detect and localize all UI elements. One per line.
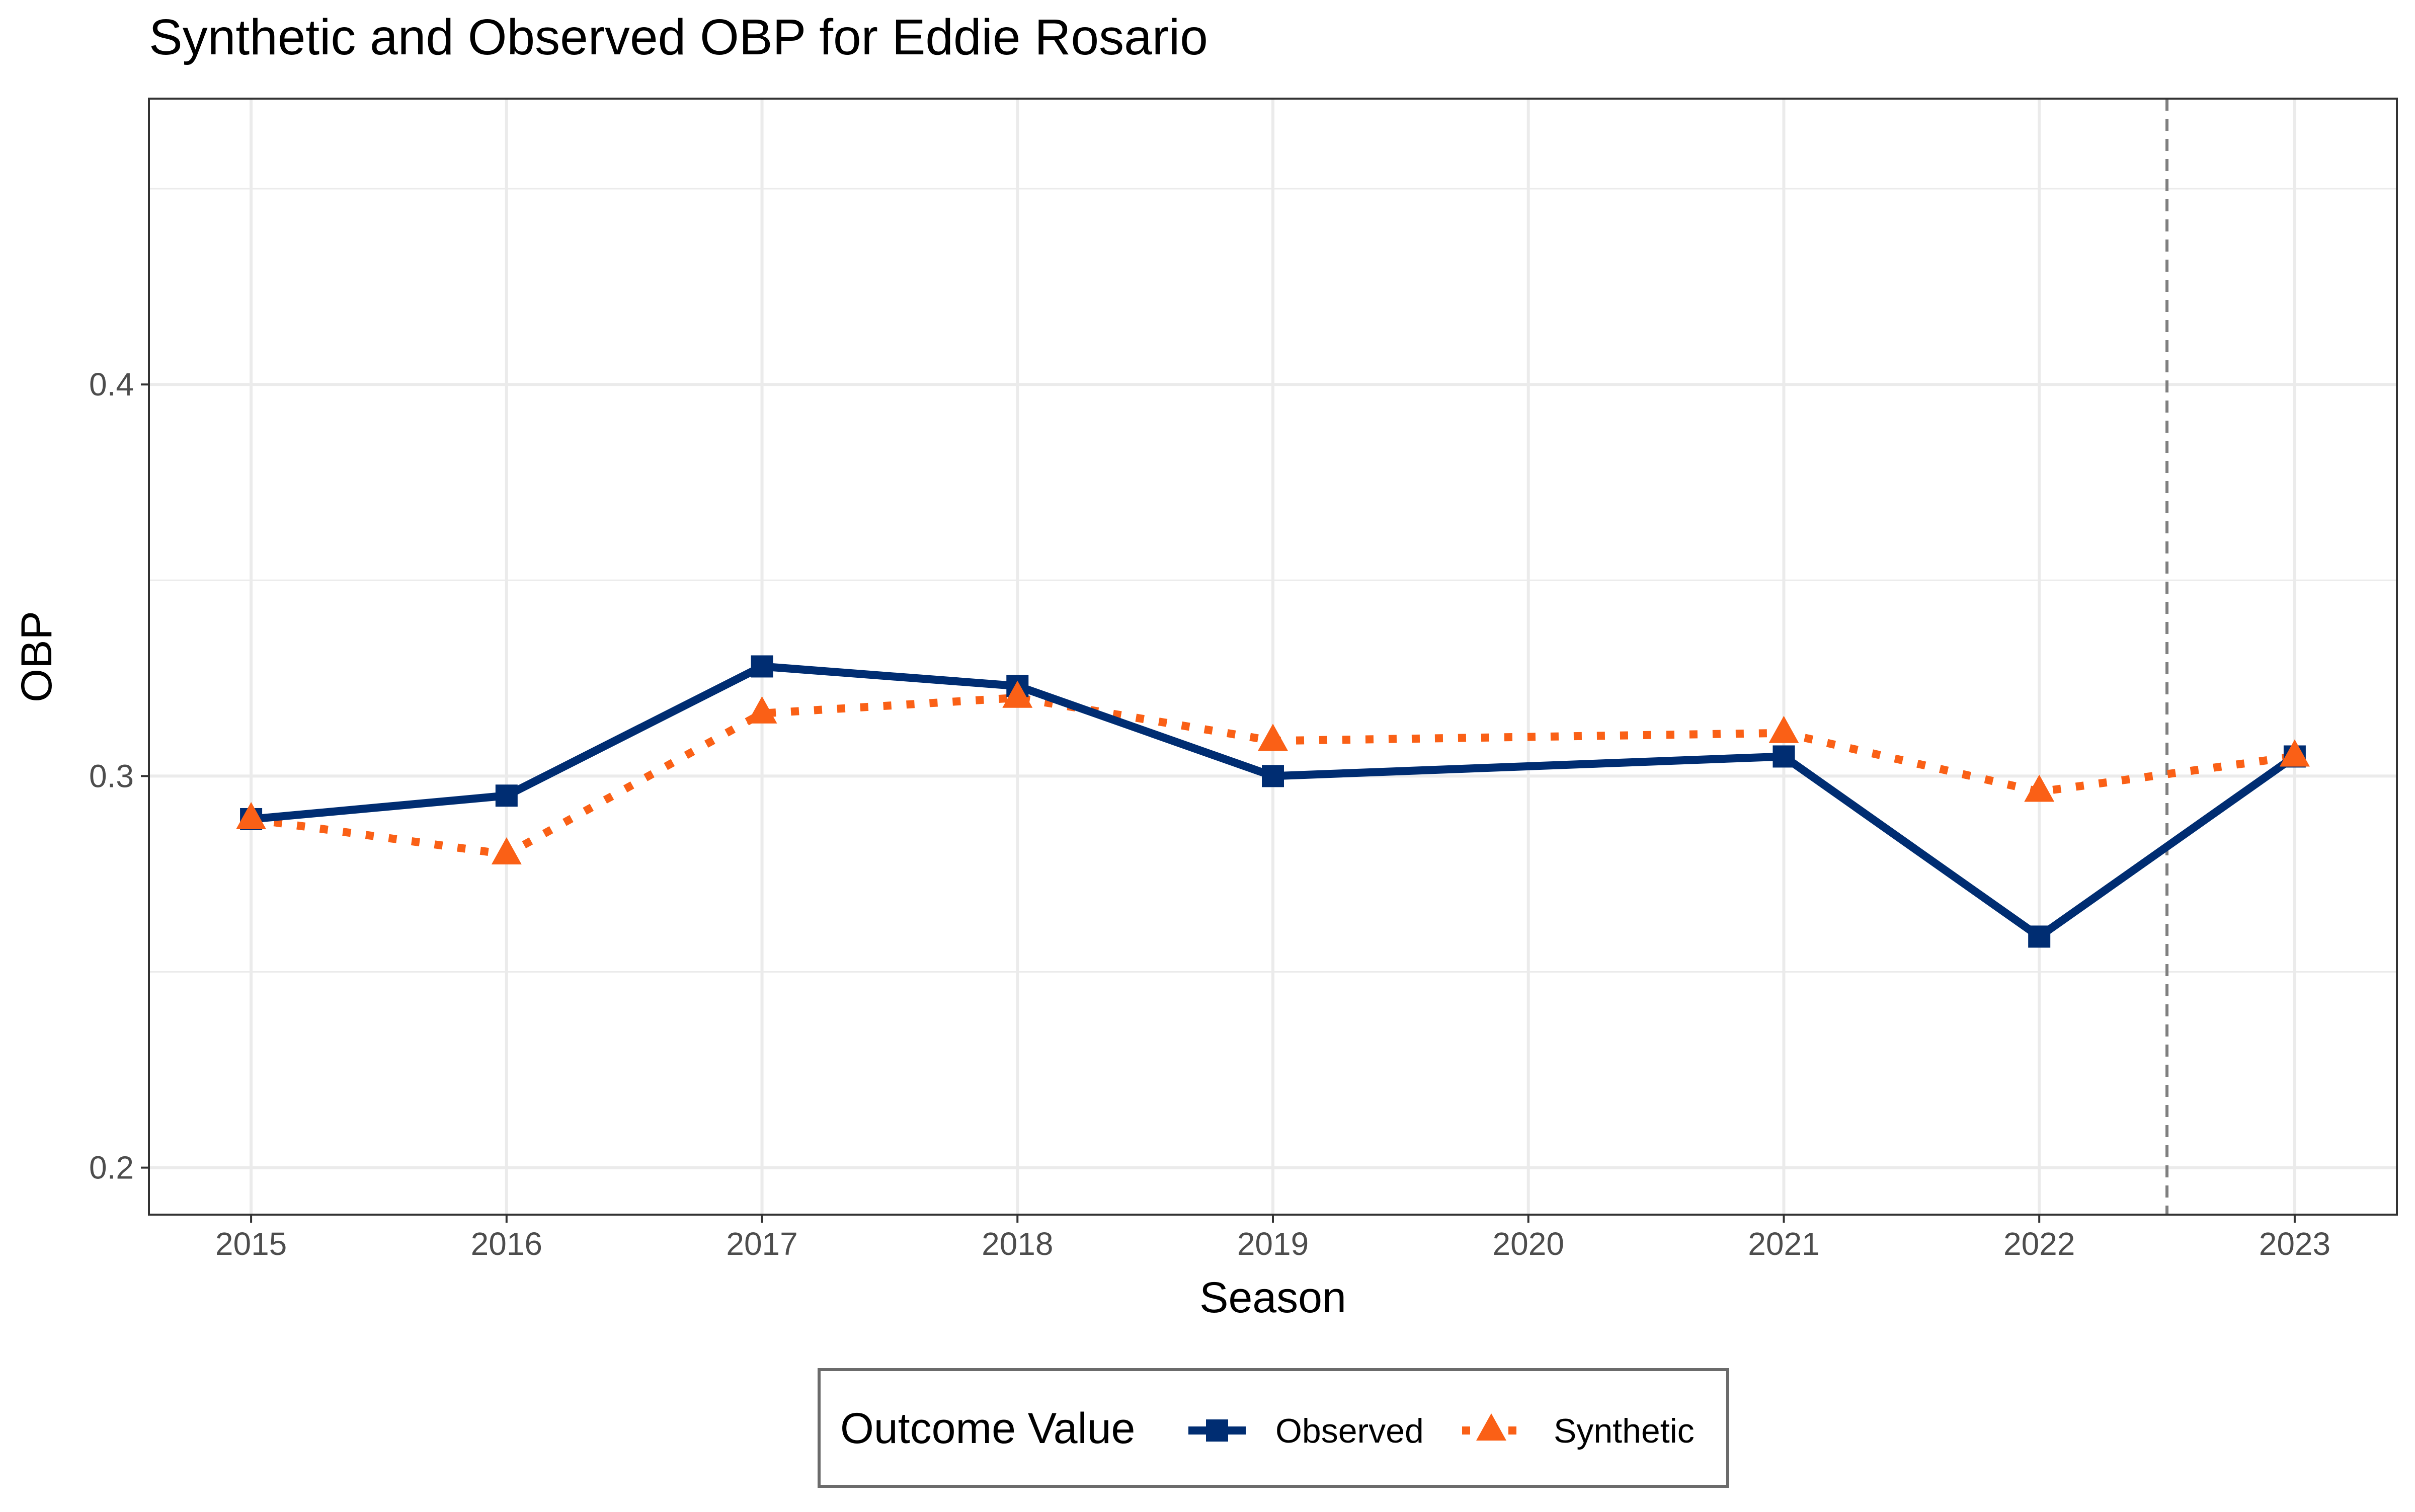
x-tick-label: 2021: [1748, 1226, 1819, 1262]
x-tick-label: 2018: [982, 1226, 1053, 1262]
series-line-synthetic: [250, 693, 2296, 859]
legend-label-observed: Observed: [1275, 1412, 1424, 1450]
observed-point: [2028, 925, 2051, 948]
legend-key-synthetic-marker: [1476, 1413, 1506, 1441]
x-tick-label: 2016: [471, 1226, 542, 1262]
y-tick-label: 0.2: [89, 1150, 134, 1186]
synthetic-point: [1002, 680, 1033, 708]
y-tick-label: 0.3: [89, 758, 134, 794]
y-axis-label: OBP: [13, 611, 61, 702]
legend-key-observed-marker: [1206, 1419, 1228, 1442]
observed-point: [495, 784, 518, 807]
synthetic-point: [2279, 739, 2310, 767]
x-tick-label: 2017: [726, 1226, 797, 1262]
legend-label-synthetic: Synthetic: [1554, 1412, 1695, 1450]
y-tick-label: 0.4: [89, 366, 134, 403]
x-tick-label: 2019: [1237, 1226, 1309, 1262]
x-tick-label: 2023: [2259, 1226, 2330, 1262]
chart-title: Synthetic and Observed OBP for Eddie Ros…: [149, 9, 1208, 65]
synthetic-point: [2024, 774, 2055, 802]
legend-item-synthetic: Synthetic: [1462, 1412, 1695, 1450]
legend-item-observed: Observed: [1188, 1412, 1424, 1450]
legend-box: [818, 1368, 1729, 1488]
plot-panel: [148, 98, 2398, 1216]
series-layer: [236, 655, 2310, 948]
synthetic-point: [236, 802, 267, 829]
legend-items: Observed Synthetic: [1188, 1412, 1695, 1450]
observed-point: [751, 655, 773, 678]
observed-point: [1773, 745, 1795, 768]
x-tick-label: 2022: [2003, 1226, 2075, 1262]
y-axis-ticks: 0.2 0.3 0.4: [89, 366, 149, 1186]
synthetic-point: [1768, 715, 1799, 743]
legend-title: Outcome Value: [840, 1404, 1135, 1453]
synthetic-point: [491, 837, 522, 865]
x-axis-ticks: 2015 2016 2017 2018 2019 2020 2021 2022 2023: [215, 1215, 2330, 1262]
synthetic-point: [747, 696, 777, 724]
synthetic-point: [1258, 724, 1288, 751]
observed-point: [1262, 765, 1284, 787]
legend: Outcome Value Observed Synthetic: [818, 1368, 1729, 1488]
series-line-observed: [251, 662, 2297, 941]
x-tick-label: 2015: [215, 1226, 287, 1262]
x-tick-label: 2020: [1493, 1226, 1564, 1262]
x-axis-label: Season: [1199, 1274, 1346, 1322]
